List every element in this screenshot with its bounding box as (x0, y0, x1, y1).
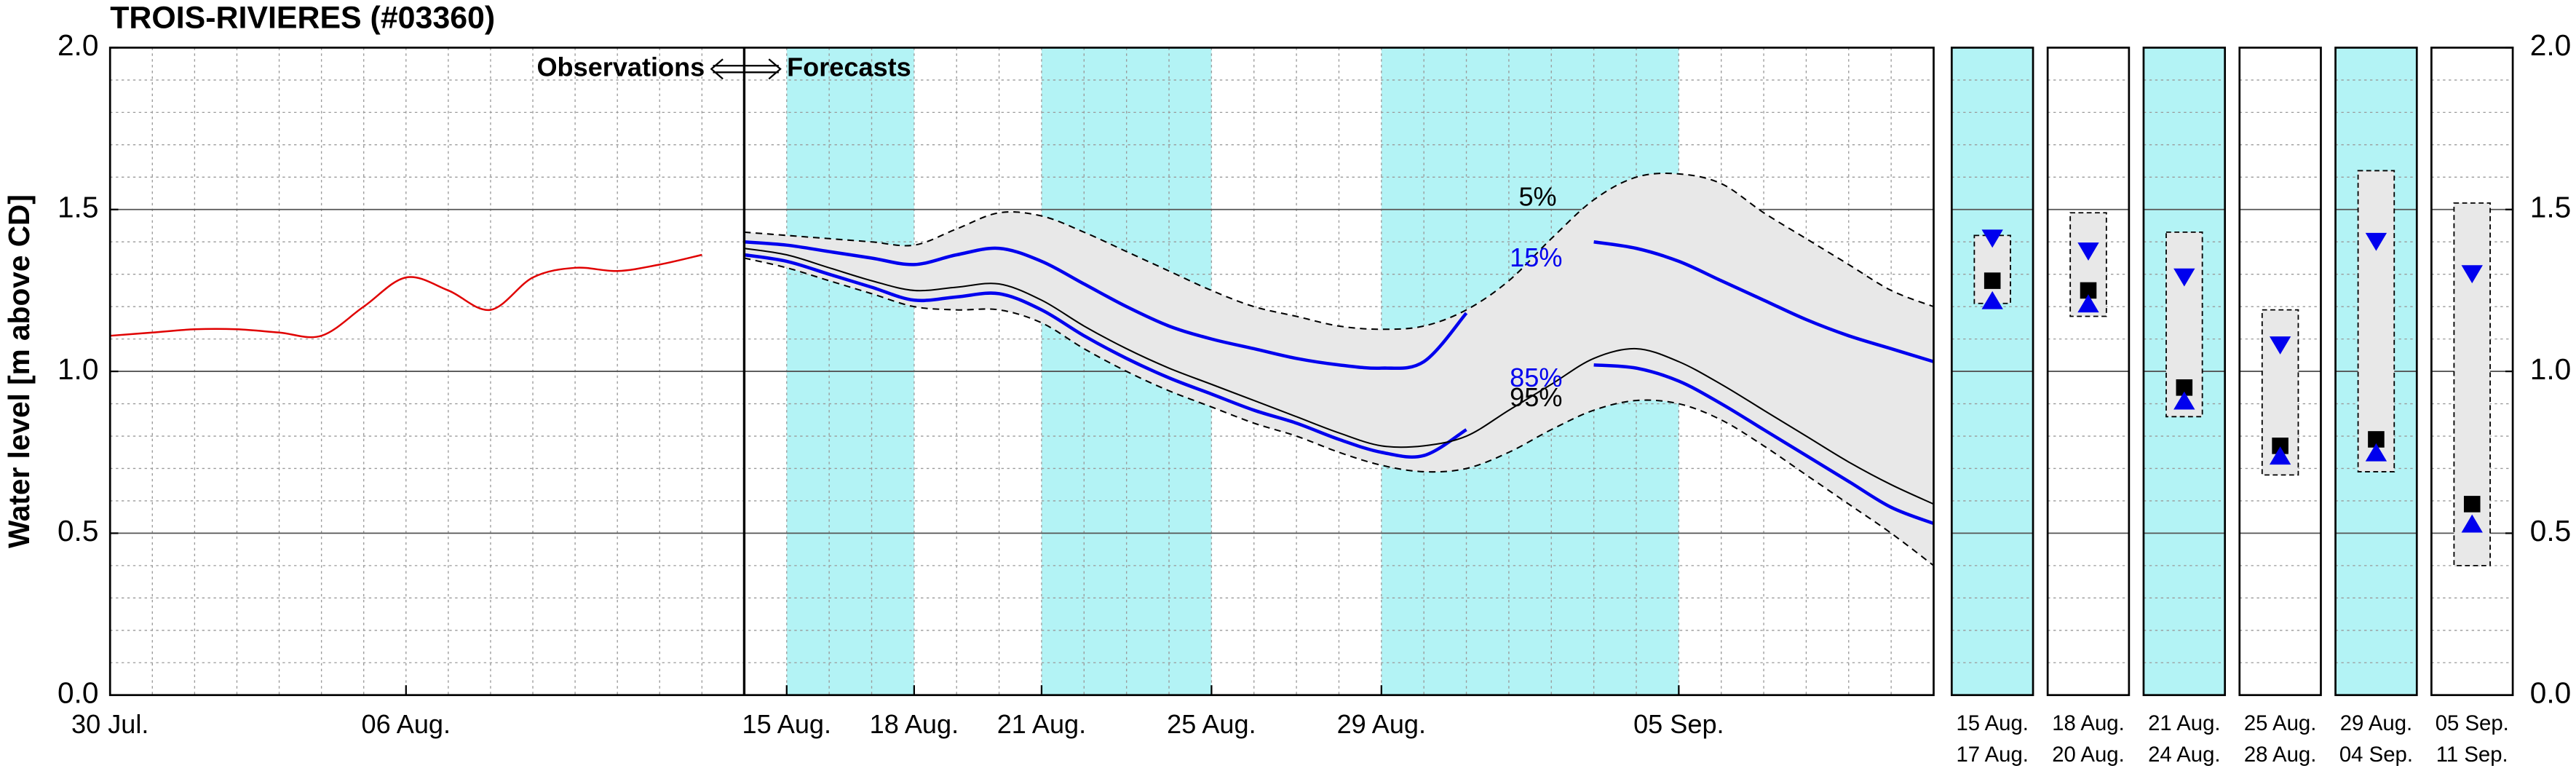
y2-tick-label: 2.0 (2530, 28, 2571, 62)
period-start-label: 25 Aug. (2244, 711, 2316, 735)
double-arrow (710, 58, 782, 80)
period-panel-frame (1950, 47, 2034, 697)
period-end-label: 04 Sep. (2339, 743, 2413, 767)
annotation-observations: Observations (536, 52, 705, 82)
period-start-label: 15 Aug. (1956, 711, 2028, 735)
x-tick-label: 25 Aug. (1167, 709, 1256, 739)
series-label: 85% (1510, 363, 1562, 392)
up-triangle (2173, 391, 2195, 410)
observation-line (110, 253, 702, 339)
frame-layer (108, 47, 2514, 697)
y-axis-label: Water level [m above CD] (2, 194, 36, 548)
series-label: 5% (1518, 182, 1556, 212)
marks-layer (1981, 229, 2483, 533)
x-tick-label: 29 Aug. (1337, 709, 1427, 739)
square-marker (2272, 438, 2288, 454)
down-triangle (2173, 268, 2195, 287)
down-triangle (2269, 336, 2291, 355)
annotation-forecasts: Forecasts (787, 52, 911, 82)
x-tick-label: 21 Aug. (997, 709, 1087, 739)
square-marker (2176, 379, 2193, 396)
down-triangle (2077, 242, 2099, 261)
y2-tick-label: 1.5 (2530, 191, 2571, 224)
period-end-label: 28 Aug. (2244, 743, 2316, 767)
period-start-label: 29 Aug. (2340, 711, 2412, 735)
period-panel-frame (2334, 47, 2418, 697)
period-panel-frame (2430, 47, 2514, 697)
y-tick-label: 1.0 (58, 352, 98, 386)
up-triangle (2365, 443, 2387, 462)
period-end-label: 20 Aug. (2052, 743, 2124, 767)
forecast-line (744, 253, 1935, 526)
lines-layer (110, 170, 2491, 566)
up-triangle (2077, 294, 2099, 313)
x-tick-label: 18 Aug. (870, 709, 959, 739)
series-label: 15% (1510, 242, 1562, 272)
period-start-label: 05 Sep. (2436, 711, 2509, 735)
y2-tick-label: 1.0 (2530, 352, 2571, 386)
up-triangle (2461, 514, 2483, 533)
y-tick-label: 1.5 (58, 191, 98, 224)
range-box (2357, 170, 2395, 473)
period-end-label: 17 Aug. (1956, 743, 2028, 767)
period-panel-frame (2046, 47, 2131, 697)
text-layer: 0.0 0.0 0.5 0.5 1.0 1.0 1.5 1.5 2.0 2.0 30 Jul. 06 … (58, 28, 2571, 767)
square-marker (2368, 431, 2385, 448)
down-triangle (1981, 229, 2003, 248)
period-start-label: 21 Aug. (2148, 711, 2220, 735)
period-end-label: 11 Sep. (2436, 743, 2508, 767)
period-panel-frame (2142, 47, 2227, 697)
square-marker (2080, 282, 2097, 299)
y2-tick-label: 0.0 (2530, 676, 2571, 709)
lower-bound-line (744, 257, 1935, 566)
y-tick-label: 0.0 (58, 676, 98, 709)
down-triangle (2365, 232, 2387, 251)
band-layer (744, 173, 1934, 566)
period-panel-frame (2238, 47, 2322, 697)
square-marker (1983, 272, 2001, 289)
x-tick-label: 30 Jul. (71, 709, 148, 739)
x-tick-label: 05 Sep. (1633, 709, 1724, 739)
up-triangle (1981, 290, 2003, 309)
y2-tick-label: 0.5 (2530, 514, 2571, 547)
chart-title: TROIS-RIVIERES (#03360) (110, 0, 495, 35)
y-tick-label: 2.0 (58, 28, 98, 62)
uncertainty-band (744, 173, 1934, 566)
y-tick-label: 0.5 (58, 514, 98, 547)
period-end-label: 24 Aug. (2148, 743, 2220, 767)
period-start-label: 18 Aug. (2052, 711, 2124, 735)
plot-frame (108, 47, 1935, 697)
up-triangle (2269, 446, 2291, 465)
forecast-line (744, 240, 1935, 371)
forecast-line (744, 248, 1934, 505)
square-marker (2463, 496, 2481, 513)
x-tick-label: 06 Aug. (362, 709, 451, 739)
forecast-line (744, 173, 1934, 331)
series-label: 95% (1510, 382, 1562, 412)
down-triangle (2461, 265, 2483, 284)
x-tick-label: 15 Aug. (742, 709, 832, 739)
